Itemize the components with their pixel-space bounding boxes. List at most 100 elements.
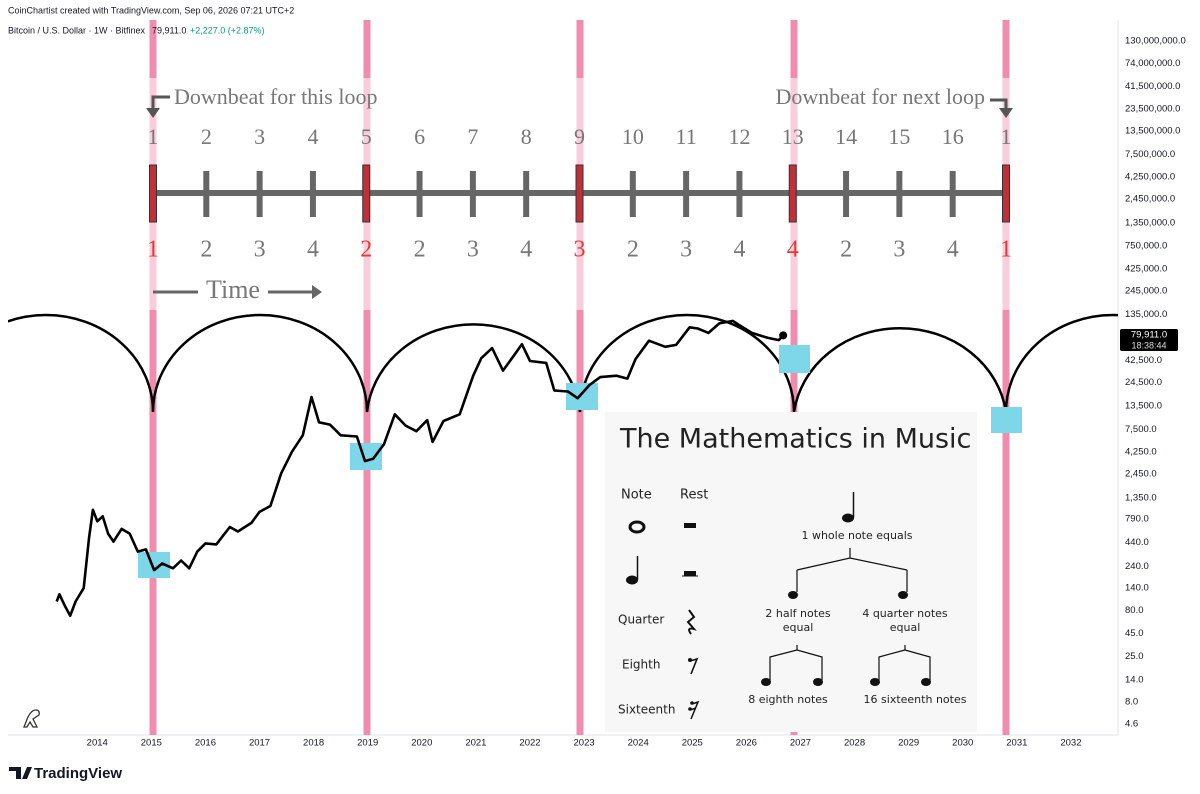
quarter-note <box>626 575 638 585</box>
arrow-head <box>146 108 160 118</box>
beat-number: 3 <box>254 124 265 149</box>
count-number: 2 <box>627 237 639 263</box>
price-change: +2,227.0 (+2.87%) <box>190 25 265 35</box>
x-tick-label: 2024 <box>628 738 649 749</box>
tree-label: equal <box>890 621 921 634</box>
symbol: Bitcoin / U.S. Dollar · 1W · Bitfinex <box>8 25 146 35</box>
count-number: 2 <box>360 237 372 263</box>
tree-note <box>898 591 908 599</box>
y-tick-label: 41,500,000.0 <box>1125 81 1180 92</box>
tree-lines <box>769 645 931 680</box>
y-tick-label: 80.0 <box>1125 605 1144 616</box>
y-tick-label: 130,000,000.0 <box>1125 35 1186 46</box>
tree-label: 4 quarter notes <box>862 607 948 620</box>
count-number: 4 <box>307 237 319 263</box>
x-tick-label: 2022 <box>519 738 540 749</box>
last-point <box>779 331 788 340</box>
downbeat-tick <box>1002 164 1010 223</box>
row-label: Eighth <box>622 658 660 672</box>
time-label: Time <box>206 275 260 304</box>
x-tick-label: 2025 <box>682 738 703 749</box>
x-tick-label: 2031 <box>1006 738 1027 749</box>
downbeat-tick <box>575 164 584 223</box>
x-tick-label: 2020 <box>411 738 432 749</box>
music-panel <box>605 412 977 732</box>
beat-number: 1 <box>1001 124 1012 149</box>
beat-number: 1 <box>148 124 159 149</box>
x-tick-label: 2027 <box>790 738 811 749</box>
y-tick-label: 7,500,000.0 <box>1125 149 1175 160</box>
highlight <box>779 345 810 373</box>
y-tick-label: 425,000.0 <box>1125 263 1167 274</box>
row-label: Quarter <box>618 613 664 627</box>
y-tick-label: 1,350,000.0 <box>1125 217 1175 228</box>
count-number: 3 <box>680 237 692 263</box>
tree-lines <box>796 548 908 592</box>
count-number: 2 <box>200 237 212 263</box>
price-tag-price: 79,911.0 <box>1131 330 1167 341</box>
arrow-head <box>312 285 322 299</box>
y-tick-label: 240.0 <box>1125 561 1149 572</box>
beat-number: 6 <box>414 124 425 149</box>
y-tick-label: 13,500,000.0 <box>1125 126 1180 137</box>
dino-icon <box>23 709 40 728</box>
count-number: 1 <box>147 237 159 263</box>
downbeat-tick <box>149 164 157 223</box>
y-tick-label: 14.0 <box>1125 674 1144 685</box>
count-number: 2 <box>414 237 426 263</box>
count-number: 3 <box>893 237 905 263</box>
beat-number: 16 <box>942 124 964 149</box>
highlight <box>991 407 1022 433</box>
beat-number: 15 <box>888 124 910 149</box>
y-tick-label: 4.6 <box>1125 719 1138 730</box>
count-number: 4 <box>520 237 532 263</box>
x-tick-label: 2018 <box>303 738 324 749</box>
highlight <box>566 383 598 410</box>
tree-note <box>842 513 854 523</box>
layout <box>8 20 1178 779</box>
y-tick-label: 13,500.0 <box>1125 401 1162 412</box>
x-tick-label: 2019 <box>357 738 378 749</box>
highlight <box>350 443 382 470</box>
x-tick-label: 2014 <box>87 738 108 749</box>
tree-label: 2 half notes <box>765 607 830 620</box>
tree-label: 16 sixteenth notes <box>864 693 967 706</box>
whole-rest <box>684 523 696 528</box>
y-tick-label: 24,500.0 <box>1125 377 1162 388</box>
y-tick-label: 45.0 <box>1125 628 1144 639</box>
tree-label: 8 eighth notes <box>748 693 828 706</box>
x-tick-label: 2017 <box>249 738 270 749</box>
y-tick-label: 2,450.0 <box>1125 469 1157 480</box>
tree-note <box>813 678 823 686</box>
price-tag-countdown: 18:38:44 <box>1131 340 1166 350</box>
half-rest <box>684 571 696 576</box>
beat-number: 9 <box>574 124 585 149</box>
y-tick-label: 440.0 <box>1125 537 1149 548</box>
count-number: 4 <box>787 237 799 263</box>
sixteenth-rest <box>689 700 700 720</box>
note-header: Note <box>621 488 652 503</box>
rest-header: Rest <box>680 488 708 503</box>
tree-note <box>921 678 931 686</box>
tradingview-logo <box>9 767 32 779</box>
y-tick-label: 135,000.0 <box>1125 309 1167 320</box>
y-tick-label: 7,500.0 <box>1125 424 1157 435</box>
music-symbols <box>626 492 931 720</box>
y-tick-label: 74,000,000.0 <box>1125 58 1180 69</box>
y-tick-label: 25.0 <box>1125 651 1144 662</box>
x-tick-label: 2021 <box>465 738 486 749</box>
count-number: 3 <box>574 237 586 263</box>
count-number: 2 <box>840 237 852 263</box>
tree-note <box>788 591 798 599</box>
eighth-rest <box>689 657 699 675</box>
arrow-head <box>999 108 1013 118</box>
quarter-rest <box>686 609 697 635</box>
beat-number: 10 <box>622 124 644 149</box>
beat-number: 13 <box>782 124 804 149</box>
y-tick-label: 4,250,000.0 <box>1125 172 1175 183</box>
brand: TradingView <box>34 765 122 782</box>
x-tick-label: 2029 <box>898 738 919 749</box>
downbeat-this: Downbeat for this loop <box>174 84 377 109</box>
x-tick-label: 2028 <box>844 738 865 749</box>
